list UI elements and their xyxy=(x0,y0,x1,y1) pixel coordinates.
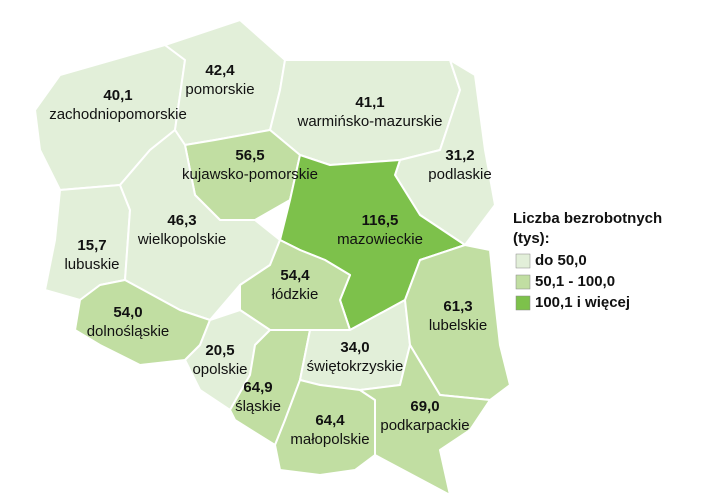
region-name: łódzkie xyxy=(272,286,319,303)
region-value: 54,4 xyxy=(280,267,310,284)
region-value: 46,3 xyxy=(167,212,196,229)
region-value: 61,3 xyxy=(443,298,472,315)
region-value: 15,7 xyxy=(77,237,106,254)
region-name: śląskie xyxy=(235,398,281,415)
legend-title: Liczba bezrobotnych xyxy=(513,210,662,227)
region-name: małopolskie xyxy=(290,431,369,448)
legend-swatch xyxy=(515,274,531,290)
region-value: 116,5 xyxy=(362,212,399,229)
region-value: 54,0 xyxy=(113,304,142,321)
region xyxy=(359,344,491,496)
region-value: 64,9 xyxy=(243,379,272,396)
region-value: 69,0 xyxy=(410,398,439,415)
region-name: podkarpackie xyxy=(380,417,469,434)
region-value: 20,5 xyxy=(205,342,234,359)
region-value: 41,1 xyxy=(355,94,384,111)
region-value: 40,1 xyxy=(103,87,132,104)
region-name: zachodniopomorskie xyxy=(49,106,187,123)
region-name: wielkopolskie xyxy=(137,231,226,248)
region-name: lubuskie xyxy=(64,256,119,273)
region-name: opolskie xyxy=(192,361,247,378)
legend-label: 50,1 - 100,0 xyxy=(535,273,615,290)
region-value: 31,2 xyxy=(445,147,474,164)
legend-swatch xyxy=(515,253,531,269)
region-value: 34,0 xyxy=(340,339,369,356)
region xyxy=(274,379,376,476)
region-name: mazowieckie xyxy=(337,231,423,248)
region-name: lubelskie xyxy=(429,317,487,334)
region-name: pomorskie xyxy=(185,81,254,98)
region-name: podlaskie xyxy=(428,166,491,183)
legend-swatch xyxy=(515,295,531,311)
legend-title: (tys): xyxy=(513,230,550,247)
region-value: 42,4 xyxy=(205,62,235,79)
region-name: kujawsko-pomorskie xyxy=(182,166,318,183)
region-name: warmińsko-mazurskie xyxy=(296,113,442,130)
region-name: świętokrzyskie xyxy=(307,358,404,375)
region-name: dolnośląskie xyxy=(87,323,170,340)
region-value: 56,5 xyxy=(235,147,264,164)
legend-label: do 50,0 xyxy=(535,252,587,269)
legend-label: 100,1 i więcej xyxy=(535,294,630,311)
region-value: 64,4 xyxy=(315,412,345,429)
